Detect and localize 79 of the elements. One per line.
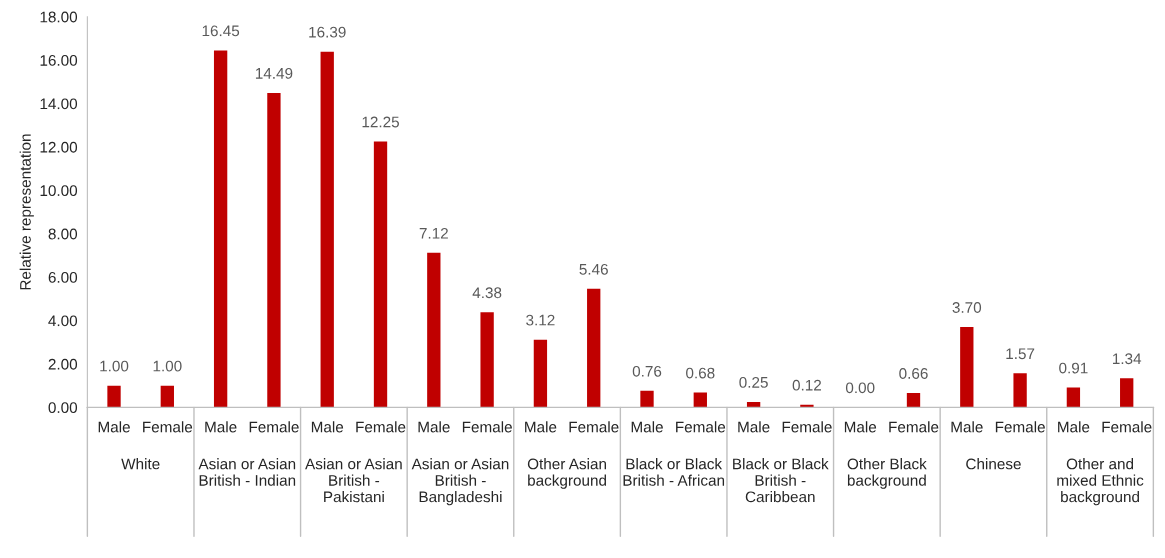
bar — [107, 385, 121, 408]
x-tick-label: Male — [738, 421, 770, 433]
bar — [373, 141, 388, 408]
data-label: 1.00 — [100, 360, 129, 372]
y-tick-label: 18.00 — [40, 11, 78, 23]
x-tick-label: Male — [311, 421, 344, 433]
data-label: 12.25 — [362, 116, 399, 128]
x-tick-label: Male — [98, 421, 130, 433]
bar — [960, 327, 974, 408]
x-tick-label: Female — [356, 421, 406, 433]
text: Asian or Asian British - Pakistani — [305, 458, 402, 503]
text: Chinese — [966, 458, 1021, 470]
text: Other Asian background — [527, 458, 606, 489]
bar — [480, 312, 494, 408]
bar — [427, 252, 441, 408]
bar — [693, 392, 707, 408]
data-label: 3.12 — [526, 314, 555, 326]
x-tick-label: Male — [525, 421, 557, 433]
x-tick-label: Male — [1058, 421, 1090, 433]
x-tick-label: Female — [143, 421, 193, 433]
bar — [267, 92, 281, 408]
bar — [533, 339, 548, 408]
x-tick-label: Male — [951, 421, 983, 433]
data-label: 0.66 — [899, 368, 928, 379]
data-label: 1.34 — [1113, 353, 1142, 365]
y-tick-label: 0.00 — [48, 402, 78, 414]
data-label: 16.45 — [202, 25, 240, 37]
data-label: 0.76 — [632, 365, 662, 377]
x-tick-label: Female — [995, 421, 1045, 433]
bar — [640, 390, 654, 408]
y-tick-label: 4.00 — [48, 315, 78, 327]
y-tick-label: 14.00 — [40, 98, 78, 110]
bar — [906, 393, 921, 408]
bar — [320, 51, 334, 408]
data-label: 0.00 — [845, 382, 875, 394]
data-label: 0.25 — [739, 376, 768, 388]
bar — [746, 401, 761, 408]
text: Black or Black British - African — [623, 458, 725, 486]
x-tick-label: Female — [889, 421, 939, 433]
y-tick-label: 2.00 — [48, 358, 78, 370]
x-tick-label: Female — [569, 421, 619, 433]
data-label: 1.00 — [153, 360, 182, 372]
data-label: 5.46 — [579, 263, 608, 275]
data-label: 0.68 — [686, 367, 715, 379]
data-label: 3.70 — [952, 302, 982, 313]
y-tick-label: 16.00 — [40, 55, 78, 66]
bar — [1120, 378, 1134, 408]
data-label: 4.38 — [472, 287, 502, 299]
text: Black or Black British - Caribbean — [733, 458, 829, 503]
x-tick-label: Female — [1102, 421, 1152, 433]
x-tick-label: Male — [205, 421, 237, 433]
text: Asian or Asian British - Indian — [198, 458, 296, 486]
bar — [587, 288, 601, 408]
y-tick-label: 10.00 — [40, 185, 78, 197]
bar — [1066, 387, 1081, 408]
x-tick-label: Female — [462, 421, 512, 433]
y-tick-label: 8.00 — [48, 228, 78, 240]
bar — [213, 50, 228, 408]
data-label: 0.91 — [1059, 362, 1088, 374]
bar — [160, 385, 174, 408]
x-tick-label: Male — [418, 421, 450, 433]
y-tick-label: 6.00 — [48, 272, 78, 283]
y-axis-title: Relative representation — [19, 134, 34, 290]
x-tick-label: Female — [249, 421, 299, 433]
data-label: 0.12 — [792, 379, 822, 391]
text: Other Black background — [847, 458, 927, 489]
x-tick-label: Male — [631, 421, 663, 433]
text: Asian or Asian British - Bangladeshi — [411, 458, 509, 506]
data-label: 7.12 — [419, 227, 448, 239]
y-tick-label: 12.00 — [40, 141, 78, 153]
x-tick-label: Female — [782, 421, 832, 433]
data-label: 14.49 — [255, 67, 293, 79]
text: White — [121, 458, 160, 470]
data-label: 16.39 — [309, 26, 346, 38]
bar — [1013, 373, 1027, 408]
x-tick-label: Female — [676, 421, 726, 433]
data-label: 1.57 — [1006, 348, 1035, 360]
text: Other and mixed Ethnic background — [1057, 458, 1144, 506]
x-tick-label: Male — [844, 421, 877, 433]
